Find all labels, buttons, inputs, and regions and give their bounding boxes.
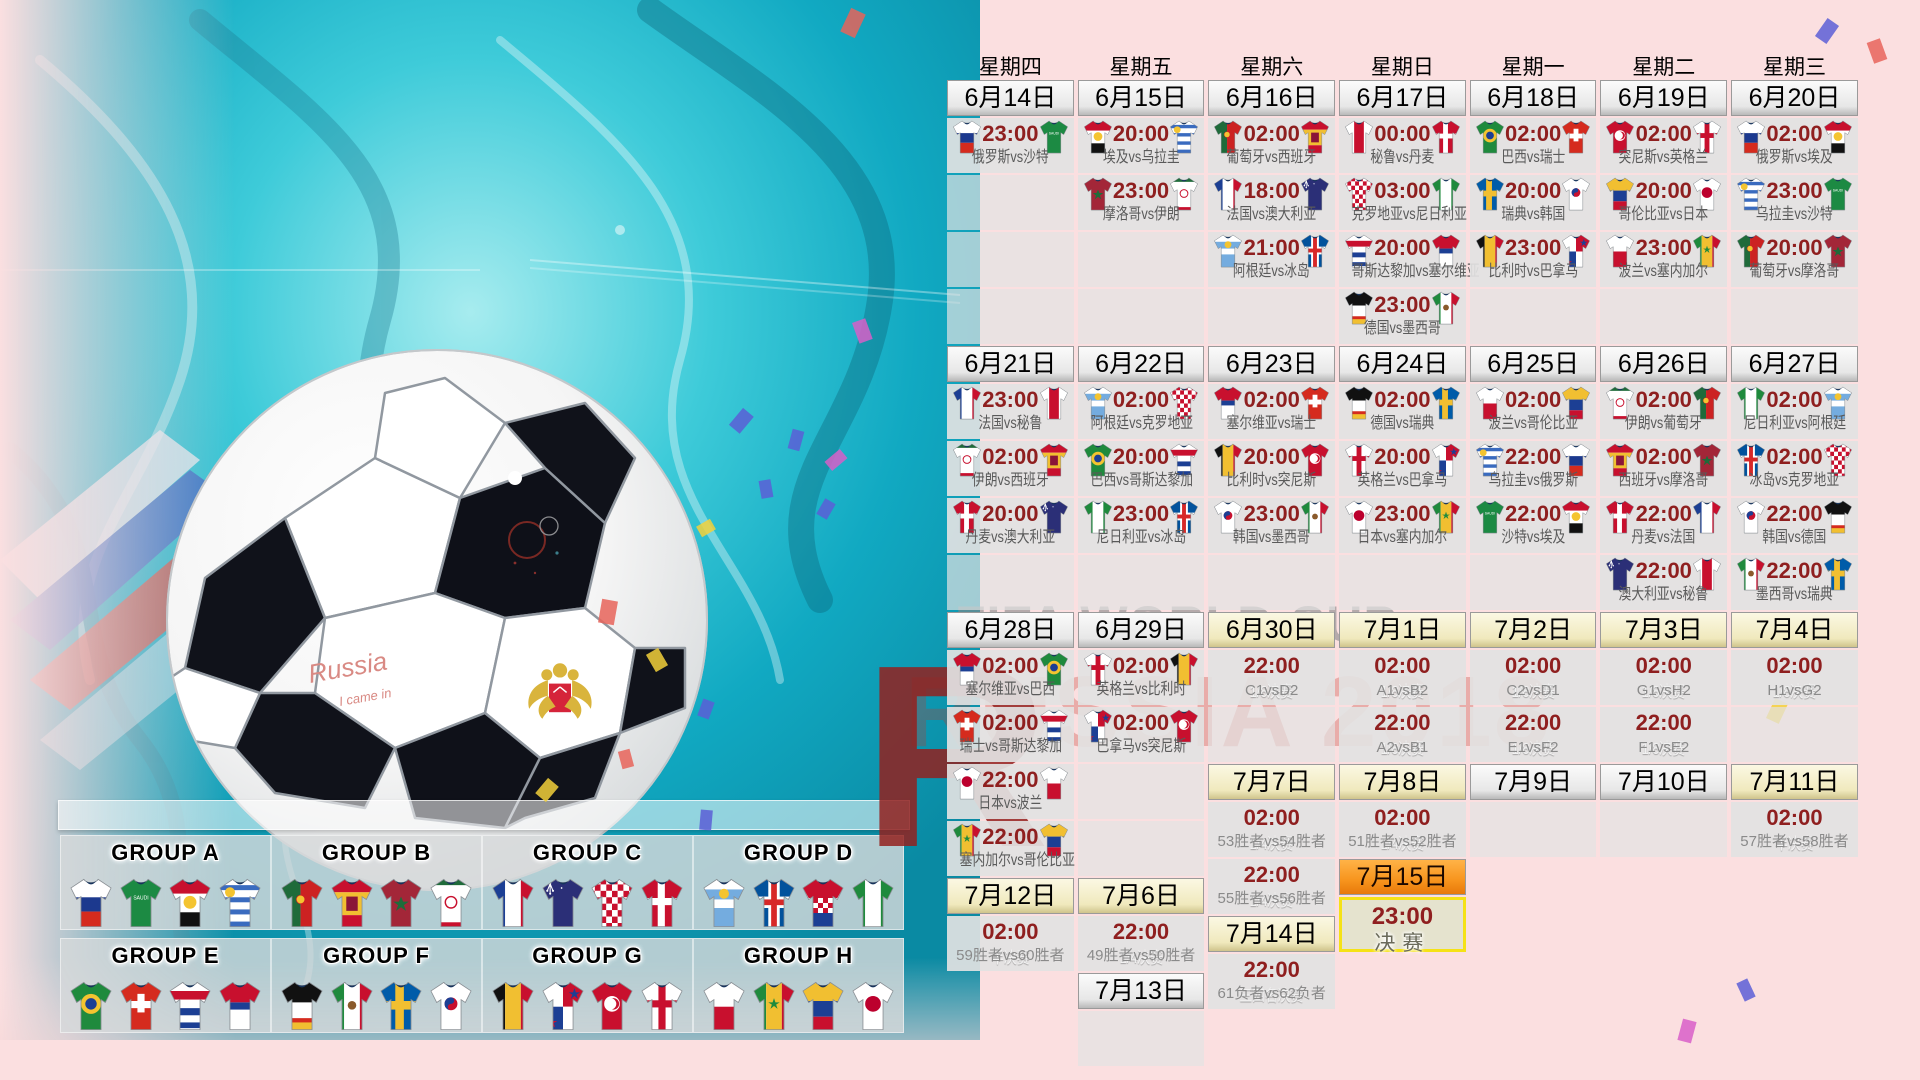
svg-text:SAUDI: SAUDI [133, 895, 148, 901]
